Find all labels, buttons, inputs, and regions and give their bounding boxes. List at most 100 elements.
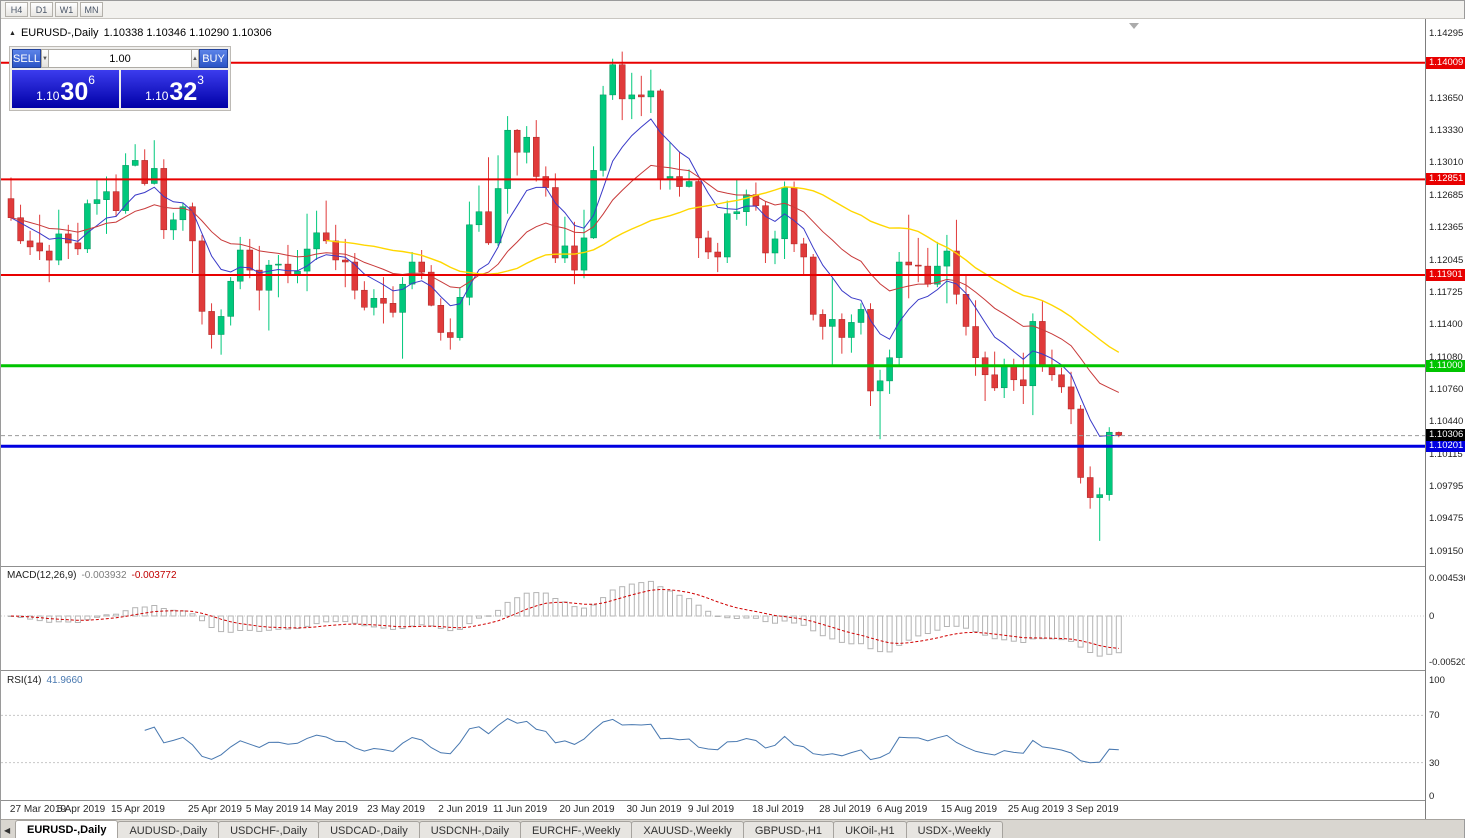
buy-price-prefix: 1.10 [145,89,169,103]
date-axis[interactable]: 27 Mar 2019 5 Apr 2019 15 Apr 2019 25 Apr 2… [1,801,1425,819]
date-axis-label: 3 Sep 2019 [1067,804,1119,815]
date-axis-label: 5 Apr 2019 [56,804,106,815]
tab-usdchf-daily[interactable]: USDCHF-,Daily [218,821,320,838]
moving-average-34 [326,186,1120,353]
price-axis[interactable]: 1.14295 1.13650 1.13330 1.13010 1.12685 1.123… [1425,19,1465,819]
level-price-tag: 1.11000 [1426,360,1465,372]
price-axis-tick: 1.09795 [1429,481,1464,492]
panel-separator[interactable] [1,566,1465,567]
tab-usdcnh-daily[interactable]: USDCNH-,Daily [418,821,521,838]
date-axis-label: 25 Aug 2019 [1007,804,1065,815]
tab-usdx-weekly[interactable]: USDX-,Weekly [905,821,1003,838]
price-axis-tick: 1.12045 [1429,255,1464,266]
date-axis-label: 28 Jul 2019 [819,804,871,815]
macd-axis-tick: 0.004536 [1429,573,1465,584]
rsi-value: 41.9660 [46,675,83,686]
tab-ukoil-h1[interactable]: UKOil-,H1 [833,821,907,838]
date-axis-label: 6 Aug 2019 [876,804,928,815]
date-axis-label: 18 Jul 2019 [752,804,804,815]
rsi-line [144,718,1119,764]
chart-ohlc-values: 1.10338 1.10346 1.10290 1.10306 [103,27,272,39]
date-axis-label: 27 Mar 2019 [9,804,67,815]
panel-separator[interactable] [1,670,1465,671]
panel-separator [1,800,1465,801]
macd-axis-tick: 0 [1429,611,1435,622]
date-axis-label: 5 May 2019 [245,804,299,815]
level-price-tag: 1.12851 [1426,173,1465,185]
macd-name: MACD(12,26,9) [7,570,77,581]
moving-average-20 [10,164,1120,393]
tab-eurchf-weekly[interactable]: EURCHF-,Weekly [519,821,633,838]
chart-symbol-label: EURUSD-,Daily [20,27,99,39]
date-axis-label: 23 May 2019 [367,804,425,815]
price-axis-tick: 1.10115 [1429,449,1463,460]
sell-price-pips: 30 [60,78,89,106]
date-axis-label: 9 Jul 2019 [687,804,735,815]
macd-signal-value: -0.003772 [131,570,177,581]
tab-eurusd-daily[interactable]: EURUSD-,Daily [15,820,119,838]
price-axis-tick: 1.09475 [1429,513,1464,524]
sell-button[interactable]: SELL [12,49,41,68]
macd-signal-line [10,588,1119,649]
tab-gbpusd-h1[interactable]: GBPUSD-,H1 [742,821,835,838]
sell-price-prefix: 1.10 [36,89,60,103]
tab-xauusd-weekly[interactable]: XAUUSD-,Weekly [631,821,744,838]
price-axis-tick: 1.11400 [1429,319,1463,330]
chart-window[interactable]: 1.14295 1.13650 1.13330 1.13010 1.12685 1.123… [1,19,1465,819]
volume-decrease-button[interactable]: ▼ [41,49,49,68]
level-price-tag: 1.11901 [1426,269,1465,281]
macd-label: MACD(12,26,9) -0.003932 -0.003772 [7,570,177,581]
date-axis-label: 15 Apr 2019 [111,804,165,815]
date-axis-label: 30 Jun 2019 [626,804,682,815]
volume-increase-button[interactable]: ▲ [191,49,199,68]
timeframe-button-h4[interactable]: H4 [5,2,28,17]
sell-price-display[interactable]: 1.10 30 6 [12,70,119,108]
sell-price-point: 6 [88,73,95,87]
price-axis-tick: 1.13010 [1429,157,1464,168]
price-axis-tick: 1.10440 [1429,416,1464,427]
macd-value: -0.003932 [81,570,127,581]
chart-shift-marker-icon[interactable] [1129,23,1139,29]
timeframe-button-mn[interactable]: MN [80,2,103,17]
buy-button[interactable]: BUY [199,49,228,68]
buy-price-display[interactable]: 1.10 32 3 [121,70,228,108]
volume-input[interactable] [49,49,191,68]
rsi-axis-tick: 30 [1429,758,1440,769]
rsi-axis-tick: 70 [1429,710,1440,721]
candlesticks [7,51,1123,541]
price-axis-tick: 1.13330 [1429,125,1464,136]
rsi-indicator-panel[interactable] [1,672,1425,800]
price-axis-tick: 1.10760 [1429,384,1464,395]
current-price-tag: 1.10306 [1426,429,1465,441]
macd-indicator-panel[interactable] [1,568,1425,669]
rsi-axis-tick: 0 [1429,791,1435,802]
price-axis-tick: 1.12685 [1429,190,1464,201]
one-click-trading-panel: SELL ▼ ▲ BUY 1.10 30 6 1.10 32 3 [9,46,231,111]
price-axis-tick: 1.11080 [1429,352,1463,363]
timeframe-button-d1[interactable]: D1 [30,2,53,17]
rsi-name: RSI(14) [7,675,42,686]
macd-axis-tick: -0.005205 [1429,657,1465,668]
price-axis-tick: 1.11725 [1429,287,1463,298]
timeframe-button-w1[interactable]: W1 [55,2,78,17]
price-axis-tick: 1.14295 [1429,28,1464,39]
collapse-icon[interactable]: ▲ [9,29,16,37]
tab-usdcad-daily[interactable]: USDCAD-,Daily [318,821,420,838]
date-axis-label: 2 Jun 2019 [438,804,488,815]
rsi-label: RSI(14) 41.9660 [7,675,83,686]
date-axis-label: 11 Jun 2019 [492,804,548,815]
buy-price-pips: 32 [169,78,198,106]
moving-average-8 [10,118,1119,437]
date-axis-label: 14 May 2019 [300,804,358,815]
level-price-tag: 1.14009 [1426,57,1465,69]
chart-title-bar: ▲ EURUSD-,Daily 1.10338 1.10346 1.10290 … [9,27,272,39]
price-axis-tick: 1.13650 [1429,93,1464,104]
price-axis-tick: 1.12365 [1429,222,1464,233]
tab-scroll-left-icon[interactable]: ◀ [4,826,11,835]
price-axis-tick: 1.09150 [1429,546,1464,557]
main-price-chart[interactable] [1,19,1425,566]
timeframe-toolbar: H4 D1 W1 MN [1,1,1464,19]
tab-audusd-daily[interactable]: AUDUSD-,Daily [117,821,220,838]
date-axis-label: 25 Apr 2019 [188,804,242,815]
